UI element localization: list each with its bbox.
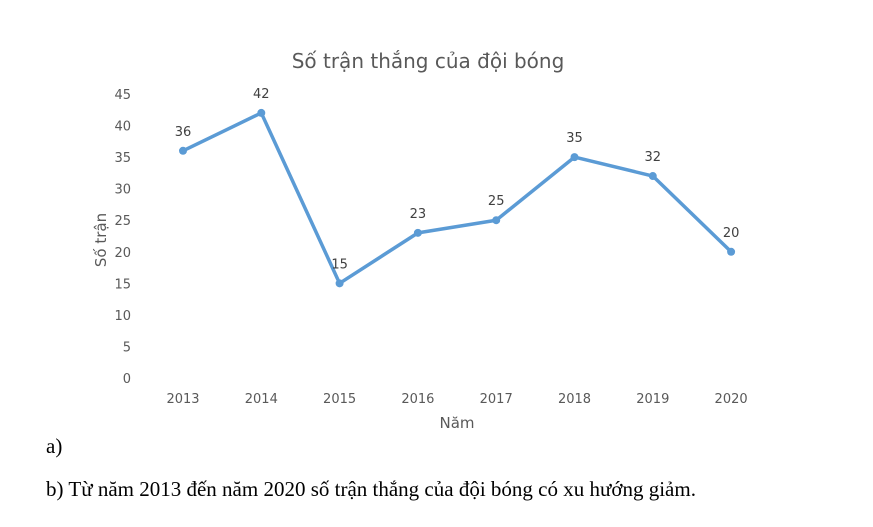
series-line xyxy=(182,111,733,286)
data-label: 20 xyxy=(723,226,740,241)
data-point xyxy=(570,153,579,162)
data-label: 25 xyxy=(488,194,505,209)
x-tick-label: 2017 xyxy=(480,392,513,407)
x-axis-label: Năm xyxy=(439,414,474,432)
data-point xyxy=(492,216,501,225)
y-tick-label: 30 xyxy=(114,183,131,198)
y-tick-label: 25 xyxy=(114,214,131,229)
data-label: 23 xyxy=(410,207,427,222)
y-tick-label: 5 xyxy=(123,340,131,355)
line-chart: Số trận thắng của đội bóng Số trận Năm 0… xyxy=(92,49,748,432)
data-point xyxy=(257,108,266,117)
data-label: 35 xyxy=(566,131,583,146)
x-tick-label: 2018 xyxy=(558,392,591,407)
y-tick-label: 20 xyxy=(114,246,131,261)
y-tick-label: 15 xyxy=(114,277,131,292)
data-point xyxy=(727,247,736,256)
data-point xyxy=(335,279,344,288)
x-tick-label: 2019 xyxy=(636,392,669,407)
data-point xyxy=(648,172,657,181)
y-tick-label: 0 xyxy=(123,372,131,387)
x-tick-label: 2014 xyxy=(245,392,278,407)
part-a-label: a) xyxy=(46,434,63,458)
data-point xyxy=(413,228,422,237)
data-label: 15 xyxy=(331,257,348,272)
data-point xyxy=(179,146,187,155)
chart-title: Số trận thắng của đội bóng xyxy=(292,49,565,73)
x-tick-label: 2020 xyxy=(715,392,748,407)
data-label: 42 xyxy=(253,87,270,102)
data-label: 36 xyxy=(175,125,192,140)
x-tick-label: 2016 xyxy=(401,392,434,407)
x-tick-label: 2015 xyxy=(323,392,356,407)
y-tick-label: 40 xyxy=(114,120,131,135)
y-tick-label: 10 xyxy=(114,309,131,324)
y-tick-label: 35 xyxy=(114,151,131,166)
y-tick-label: 45 xyxy=(114,88,131,103)
x-tick-label: 2013 xyxy=(166,392,199,407)
data-label: 32 xyxy=(645,150,662,165)
y-axis-label: Số trận xyxy=(92,213,110,267)
part-b-answer: b) Từ năm 2013 đến năm 2020 số trận thắn… xyxy=(46,477,696,501)
